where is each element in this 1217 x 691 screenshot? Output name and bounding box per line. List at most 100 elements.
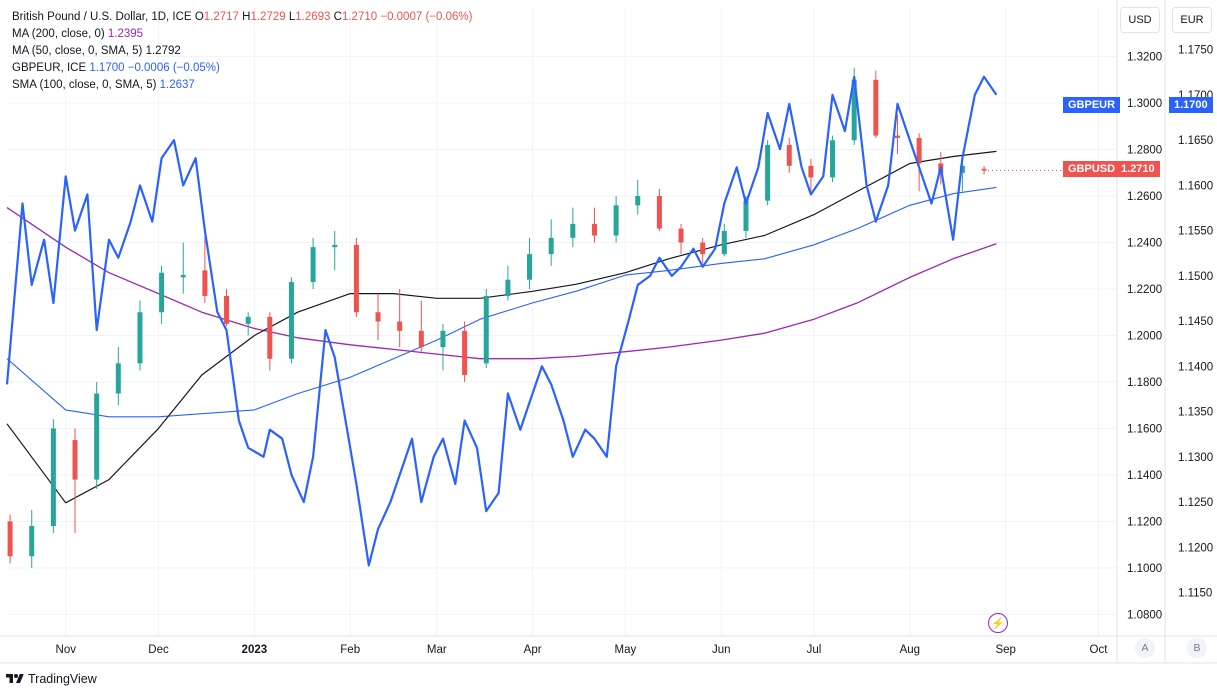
gbpeur-label: GBPEUR, ICE [12, 62, 87, 74]
y-tick-label-eur: 1.1400 [1178, 361, 1213, 373]
x-tick-label: Apr [524, 644, 542, 656]
candle-body [418, 330, 424, 348]
y-tick-label-eur: 1.1250 [1178, 497, 1213, 509]
ohlc-low: 1.2693 [295, 11, 331, 23]
legend-ma50[interactable]: MA (50, close, 0, SMA, 5) 1.2792 [12, 43, 472, 60]
candle-body [765, 144, 771, 201]
y-tick-label-usd: 1.1800 [1127, 377, 1162, 389]
legend-ohlc-line: British Pound / U.S. Dollar, 1D, ICE O1.… [12, 9, 472, 26]
candle-body [224, 295, 230, 324]
eur-scale-button[interactable]: EUR [1172, 7, 1212, 33]
candle-body [873, 79, 879, 136]
y-tick-label-usd: 1.1000 [1127, 563, 1162, 575]
sma100-line [6, 186, 997, 418]
candle-body [159, 272, 165, 313]
ohlc-close-label: C [333, 11, 342, 23]
y-tick-label-eur: 1.1500 [1178, 271, 1213, 283]
y-tick-label-eur: 1.1350 [1178, 407, 1213, 419]
candle-body [310, 247, 316, 283]
candle-body [94, 393, 100, 480]
legend-symbol[interactable]: British Pound / U.S. Dollar, 1D, ICE [12, 11, 192, 23]
candle-body [830, 140, 836, 178]
candle-body [245, 316, 251, 324]
gbpeur-value: 1.1700 [89, 62, 125, 74]
gbpeur-price-badge: 1.1700 [1169, 97, 1213, 113]
candle-body [613, 205, 619, 236]
candle-body [743, 200, 749, 231]
x-tick-label: 2023 [242, 644, 268, 656]
candle-body [591, 223, 597, 236]
lightning-icon[interactable]: ⚡ [988, 613, 1008, 633]
candle-body [29, 526, 35, 557]
y-tick-label-usd: 1.2800 [1127, 145, 1162, 157]
candle-body [808, 165, 814, 178]
brand-name: TradingView [28, 672, 97, 686]
ohlc-low-label: L [288, 11, 296, 23]
candle-body [50, 428, 56, 527]
candle-body [332, 244, 338, 248]
ohlc-change: −0.0007 (−0.06%) [380, 11, 473, 23]
y-tick-label-usd: 1.1600 [1127, 423, 1162, 435]
candle-body [505, 279, 511, 296]
x-tick-label: Aug [900, 644, 920, 656]
x-tick-label: Jul [807, 644, 822, 656]
x-tick-label: Oct [1090, 644, 1109, 656]
ma200-label: MA (200, close, 0) [12, 28, 105, 40]
ohlc-open: 1.2717 [203, 11, 239, 23]
ma50-label: MA (50, close, 0, SMA, 5) [12, 45, 143, 57]
candle-body [916, 137, 922, 164]
candle-body [440, 330, 446, 348]
x-tick-label: Jun [712, 644, 731, 656]
candle-body [786, 144, 792, 166]
scale-a-button[interactable]: A [1135, 638, 1155, 658]
y-tick-label-eur: 1.1200 [1178, 542, 1213, 554]
candle-body [981, 168, 987, 171]
tradingview-brand[interactable]: TradingView [6, 672, 97, 686]
y-tick-label-eur: 1.1600 [1178, 180, 1213, 192]
y-tick-label-eur: 1.1300 [1178, 452, 1213, 464]
ohlc-high: 1.2729 [250, 11, 286, 23]
x-tick-label: Mar [427, 644, 447, 656]
y-tick-label-eur: 1.1650 [1178, 135, 1213, 147]
gbpeur-change: −0.0006 (−0.05%) [127, 62, 220, 74]
candle-body [397, 321, 403, 331]
candle-body [700, 242, 706, 255]
candle-body [894, 135, 900, 138]
candle-body [288, 282, 294, 359]
y-tick-label-usd: 1.0800 [1127, 609, 1162, 621]
candle-body [137, 312, 143, 364]
y-tick-label-usd: 1.2000 [1127, 330, 1162, 342]
legend-sma100[interactable]: SMA (100, close, 0, SMA, 5) 1.2637 [12, 77, 472, 94]
gbpeur-line [5, 75, 998, 567]
y-tick-label-usd: 1.3000 [1127, 98, 1162, 110]
ohlc-high-label: H [242, 11, 251, 23]
x-tick-label: Nov [56, 644, 77, 656]
ohlc-open-label: O [194, 11, 204, 23]
candle-body [851, 79, 857, 141]
legend-ma200[interactable]: MA (200, close, 0) 1.2395 [12, 26, 472, 43]
y-tick-label-eur: 1.1150 [1178, 588, 1212, 600]
y-tick-label-usd: 1.1200 [1127, 516, 1162, 528]
candle-body [678, 228, 684, 243]
y-tick-label-eur: 1.1750 [1178, 45, 1213, 57]
candle-body [7, 521, 13, 557]
y-tick-label-usd: 1.2200 [1127, 284, 1162, 296]
candle-body [267, 316, 273, 359]
legend-gbpeur[interactable]: GBPEUR, ICE 1.1700 −0.0006 (−0.05%) [12, 60, 472, 77]
gbpusd-candles [7, 68, 987, 568]
y-tick-label-usd: 1.3200 [1127, 52, 1162, 64]
candle-body [527, 254, 533, 280]
y-tick-label-usd: 1.1400 [1127, 470, 1162, 482]
usd-scale-button[interactable]: USD [1120, 7, 1160, 33]
y-tick-label-eur: 1.1550 [1178, 226, 1213, 238]
ma200-value: 1.2395 [107, 28, 144, 40]
y-tick-label-usd: 1.2600 [1127, 191, 1162, 203]
gbpusd-price-badge: 1.2710 [1116, 161, 1160, 177]
candle-body [570, 223, 576, 238]
y-tick-label-usd: 1.2400 [1127, 238, 1162, 250]
scale-b-button[interactable]: B [1187, 638, 1207, 658]
y-tick-label-eur: 1.1450 [1178, 316, 1213, 328]
candle-body [656, 196, 662, 229]
